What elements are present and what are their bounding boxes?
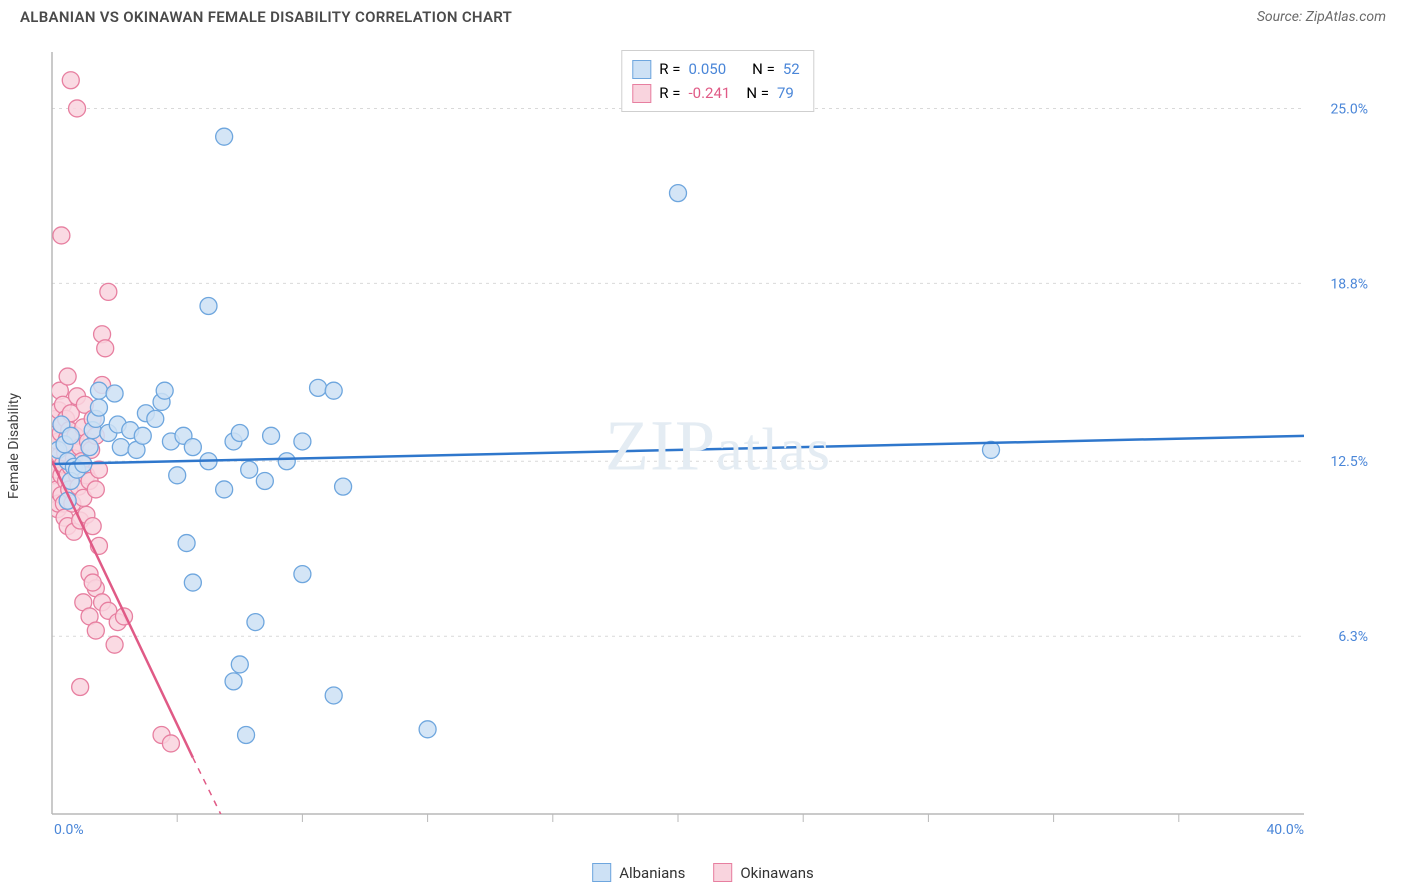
svg-text:0.0%: 0.0% [54, 822, 84, 838]
legend-stats: R = 0.050 N = 52 R = -0.241 N = 79 [621, 50, 814, 112]
chart-title: ALBANIAN VS OKINAWAN FEMALE DISABILITY C… [20, 8, 512, 26]
legend-item-okinawans: Okinawans [713, 863, 813, 882]
swatch-okinawans-icon [632, 84, 651, 103]
swatch-albanians-icon [592, 863, 611, 882]
legend-stats-row-albanians: R = 0.050 N = 52 [632, 57, 799, 81]
legend-label-okinawans: Okinawans [740, 864, 813, 882]
r-value-albanians: 0.050 [688, 57, 726, 81]
swatch-okinawans-icon [713, 863, 732, 882]
scatter-chart: 6.3% 12.5% 18.8% 25.0% 0.0% 40.0% [48, 48, 1378, 838]
r-label: R = [659, 81, 680, 105]
y-axis-label: Female Disability [6, 393, 22, 499]
chart-area: ZIPatlas 6.3%12.5%18.8%25.0%0.0%40.0% R … [48, 48, 1388, 852]
svg-text:6.3%: 6.3% [1338, 629, 1368, 645]
source-label: Source: ZipAtlas.com [1257, 9, 1386, 25]
legend-item-albanians: Albanians [592, 863, 685, 882]
n-value-okinawans: 79 [777, 81, 794, 105]
n-value-albanians: 52 [783, 57, 800, 81]
svg-text:40.0%: 40.0% [1266, 822, 1304, 838]
r-value-okinawans: -0.241 [688, 81, 730, 105]
r-label: R = [659, 57, 680, 81]
legend-stats-row-okinawans: R = -0.241 N = 79 [632, 81, 799, 105]
n-label: N = [752, 57, 775, 81]
svg-text:25.0%: 25.0% [1330, 101, 1368, 117]
legend-label-albanians: Albanians [619, 864, 685, 882]
svg-text:12.5%: 12.5% [1330, 454, 1368, 470]
swatch-albanians-icon [632, 60, 651, 79]
n-label: N = [746, 81, 769, 105]
legend-series: Albanians Okinawans [592, 863, 814, 882]
svg-text:18.8%: 18.8% [1330, 276, 1368, 292]
